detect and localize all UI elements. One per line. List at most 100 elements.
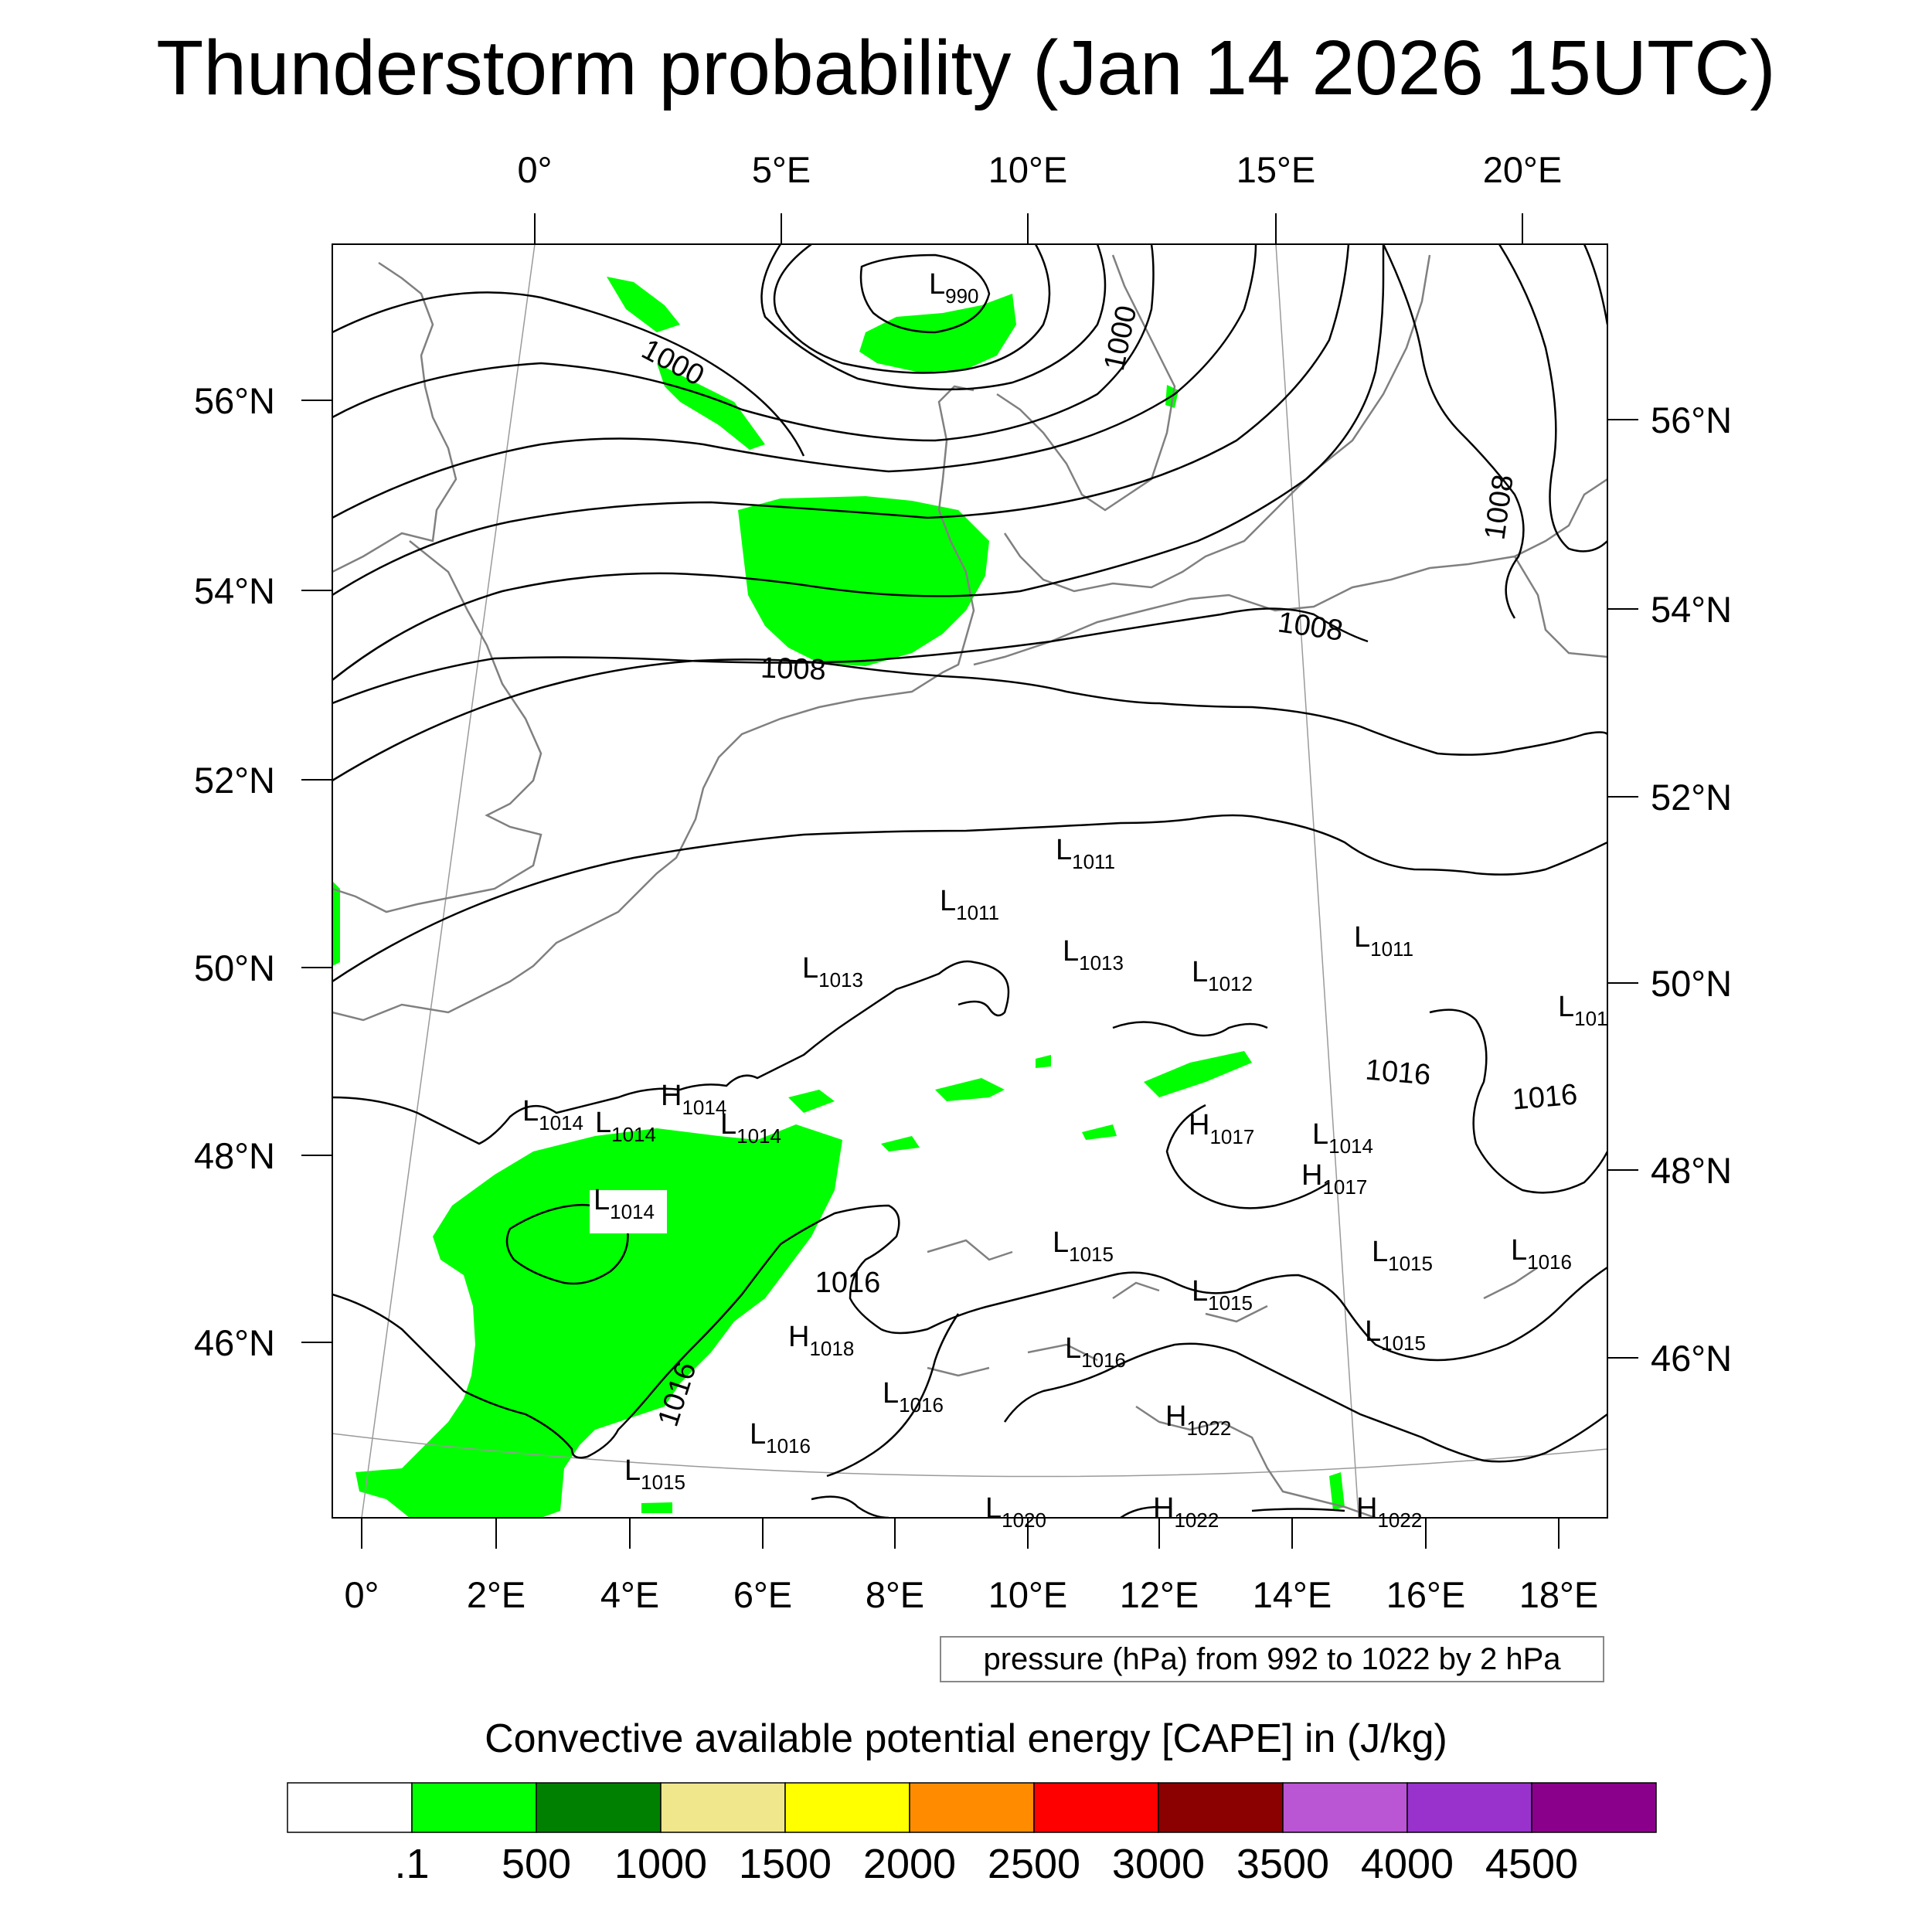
- bottom-lon-label: 14°E: [1253, 1574, 1332, 1615]
- right-lat-label: 50°N: [1651, 963, 1732, 1004]
- pressure-center-letter: L: [1312, 1118, 1328, 1151]
- right-lat-label: 56°N: [1651, 400, 1732, 440]
- low-pressure-center: L1015: [1053, 1226, 1114, 1266]
- high-pressure-center: H1022: [1165, 1400, 1231, 1440]
- pressure-center-value: 1016: [899, 1393, 944, 1417]
- pressure-center-letter: L: [1511, 1234, 1527, 1267]
- pressure-center-value: 1016: [766, 1434, 811, 1458]
- low-pressure-center: L1014: [1312, 1118, 1373, 1158]
- bottom-lon-label: 18°E: [1519, 1574, 1598, 1615]
- right-lat-label: 54°N: [1651, 589, 1732, 630]
- cape-area-skagerrak: [859, 294, 1016, 372]
- high-pressure-center: H1018: [788, 1321, 854, 1360]
- low-pressure-center: L1016: [883, 1377, 944, 1417]
- low-pressure-center: L990: [929, 268, 979, 308]
- low-pressure-center: L1014: [522, 1095, 583, 1134]
- pressure-center-value: 1011: [1370, 937, 1413, 961]
- contour-label: 1008: [760, 652, 826, 687]
- right-lat-label: 48°N: [1651, 1150, 1732, 1191]
- right-lat-label: 46°N: [1651, 1338, 1732, 1379]
- low-pressure-center: L1015: [1365, 1315, 1426, 1355]
- cape-band-central-4: [788, 1090, 920, 1151]
- pressure-center-letter: L: [750, 1418, 766, 1451]
- pressure-center-letter: L: [802, 952, 818, 985]
- low-pressure-center: L1016: [1511, 1234, 1572, 1274]
- map-frame: [332, 243, 1608, 1519]
- pressure-center-letter: H: [1189, 1109, 1209, 1141]
- bottom-lon-label: 4°E: [600, 1574, 659, 1615]
- pressure-center-value: 1015: [641, 1471, 685, 1494]
- low-pressure-center: L1014: [594, 1184, 655, 1223]
- colorbar-title: Convective available potential energy [C…: [485, 1716, 1447, 1761]
- contour-label: 1016: [1364, 1053, 1432, 1091]
- cape-area-west-edge: [332, 881, 340, 966]
- left-lat-label: 50°N: [194, 947, 275, 988]
- low-pressure-center: L1011: [1056, 834, 1115, 873]
- low-pressure-center: L1015: [624, 1454, 685, 1494]
- pressure-center-letter: L: [1053, 1226, 1069, 1259]
- low-pressure-center: L1011: [940, 885, 999, 924]
- low-pressure-center: L1011: [1354, 921, 1413, 961]
- left-lat-label: 56°N: [194, 380, 275, 421]
- low-pressure-center: L1015: [1192, 1275, 1253, 1315]
- bottom-lon-label: 2°E: [467, 1574, 526, 1615]
- pressure-center-letter: H: [661, 1080, 682, 1112]
- pressure-center-value: 1011: [956, 901, 999, 924]
- pressure-center-letter: L: [1372, 1236, 1388, 1268]
- bottom-lon-label: 16°E: [1386, 1574, 1465, 1615]
- pressure-center-letter: L: [1192, 1275, 1208, 1308]
- pressure-center-letter: L: [1063, 935, 1079, 968]
- pressure-center-value: 1022: [1174, 1509, 1219, 1532]
- pressure-center-value: 1018: [809, 1337, 854, 1360]
- pressure-center-value: 990: [945, 284, 978, 308]
- contour-label: 1008: [1478, 473, 1519, 543]
- cape-area-southwest: [355, 1124, 842, 1518]
- pressure-center-backgrounds: [590, 1190, 667, 1233]
- low-pressure-center: L1015: [1372, 1236, 1433, 1275]
- axis-ticks: [301, 213, 1638, 1549]
- left-lat-label: 52°N: [194, 760, 275, 801]
- contour-label: 1016: [815, 1267, 881, 1299]
- low-pressure-center: L101: [1558, 991, 1608, 1030]
- pressure-center-value: 1022: [1377, 1509, 1422, 1532]
- bottom-lon-label: 8°E: [866, 1574, 924, 1615]
- pressure-center-value: 1014: [610, 1200, 655, 1223]
- pressure-center-letter: L: [1065, 1332, 1081, 1365]
- pressure-center-value: 1015: [1381, 1332, 1426, 1355]
- contour-label: 1016: [1511, 1078, 1579, 1116]
- pressure-center-letter: L: [522, 1095, 539, 1128]
- top-lon-label: 0°: [518, 149, 553, 190]
- pressure-center-value: 1016: [1527, 1250, 1572, 1274]
- coastlines: [332, 254, 1607, 1518]
- top-lon-label: 5°E: [752, 149, 811, 190]
- left-lat-label: 48°N: [194, 1135, 275, 1176]
- pressure-center-value: 1017: [1209, 1125, 1254, 1148]
- pressure-center-value: 1015: [1388, 1252, 1433, 1275]
- pressure-center-value: 1015: [1208, 1291, 1253, 1315]
- low-pressure-center: L1013: [802, 952, 863, 992]
- pressure-center-letter: L: [720, 1108, 736, 1141]
- cape-area-north-sea: [738, 496, 989, 666]
- bottom-lon-label: 10°E: [988, 1574, 1067, 1615]
- pressure-center-value: 1022: [1186, 1417, 1231, 1440]
- low-pressure-center: L1012: [1192, 956, 1253, 995]
- high-pressure-center: H1014: [661, 1080, 726, 1119]
- high-pressure-center: H1022: [1356, 1492, 1422, 1532]
- pressure-center-value: 1014: [682, 1096, 726, 1119]
- contour-label: 1000: [1098, 303, 1144, 373]
- pressure-center-letter: L: [985, 1492, 1002, 1525]
- cape-shading: [332, 277, 1345, 1518]
- low-pressure-center: L1020: [985, 1492, 1046, 1532]
- pressure-center-value: 1014: [736, 1124, 781, 1148]
- pressure-center-value: 1013: [1079, 951, 1124, 975]
- pressure-center-letter: H: [1165, 1400, 1186, 1433]
- low-pressure-center: L1013: [1063, 935, 1124, 975]
- right-lat-label: 52°N: [1651, 777, 1732, 818]
- contour-label: 1008: [1276, 606, 1345, 647]
- top-lon-label: 10°E: [988, 149, 1067, 190]
- right-lat-labels: 56°N 54°N 52°N 50°N 48°N 46°N: [1651, 400, 1732, 1379]
- pressure-center-value: 1017: [1322, 1175, 1367, 1199]
- top-lon-label: 20°E: [1483, 149, 1562, 190]
